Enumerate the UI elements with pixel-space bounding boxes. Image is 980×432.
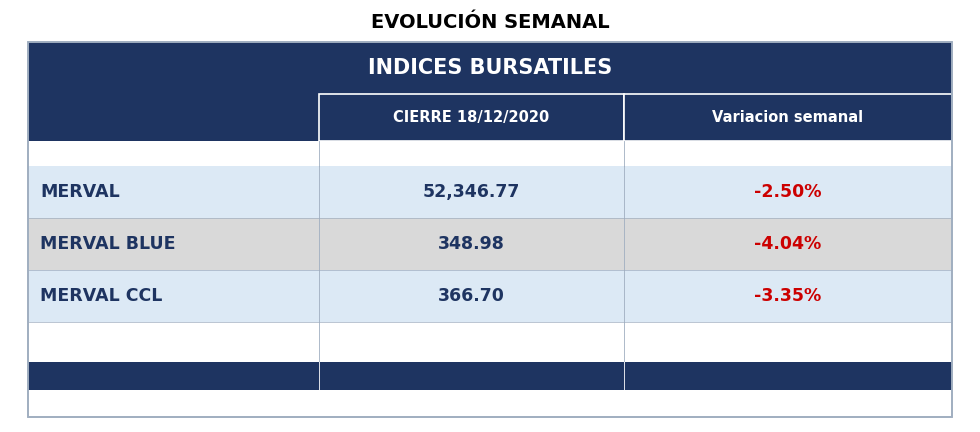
Bar — [28, 322, 952, 362]
Bar — [28, 42, 952, 94]
Text: EVOLUCIÓN SEMANAL: EVOLUCIÓN SEMANAL — [370, 13, 610, 32]
Text: INDICES BURSATILES: INDICES BURSATILES — [368, 58, 612, 78]
Bar — [624, 94, 952, 141]
Bar — [28, 166, 952, 218]
Text: -3.35%: -3.35% — [755, 287, 821, 305]
Text: MERVAL BLUE: MERVAL BLUE — [40, 235, 175, 253]
Bar — [319, 94, 624, 141]
Text: MERVAL: MERVAL — [40, 183, 120, 201]
Text: 52,346.77: 52,346.77 — [422, 183, 520, 201]
Bar — [28, 42, 952, 417]
Bar — [28, 218, 952, 270]
Bar — [28, 94, 952, 141]
Bar — [28, 270, 952, 322]
Bar — [28, 42, 952, 417]
Text: 348.98: 348.98 — [438, 235, 505, 253]
Text: Variacion semanal: Variacion semanal — [712, 110, 863, 125]
Bar — [28, 141, 952, 166]
Text: -2.50%: -2.50% — [755, 183, 822, 201]
Bar — [28, 362, 952, 390]
Text: MERVAL CCL: MERVAL CCL — [40, 287, 163, 305]
Text: -4.04%: -4.04% — [755, 235, 821, 253]
Text: 366.70: 366.70 — [438, 287, 505, 305]
Text: CIERRE 18/12/2020: CIERRE 18/12/2020 — [393, 110, 550, 125]
